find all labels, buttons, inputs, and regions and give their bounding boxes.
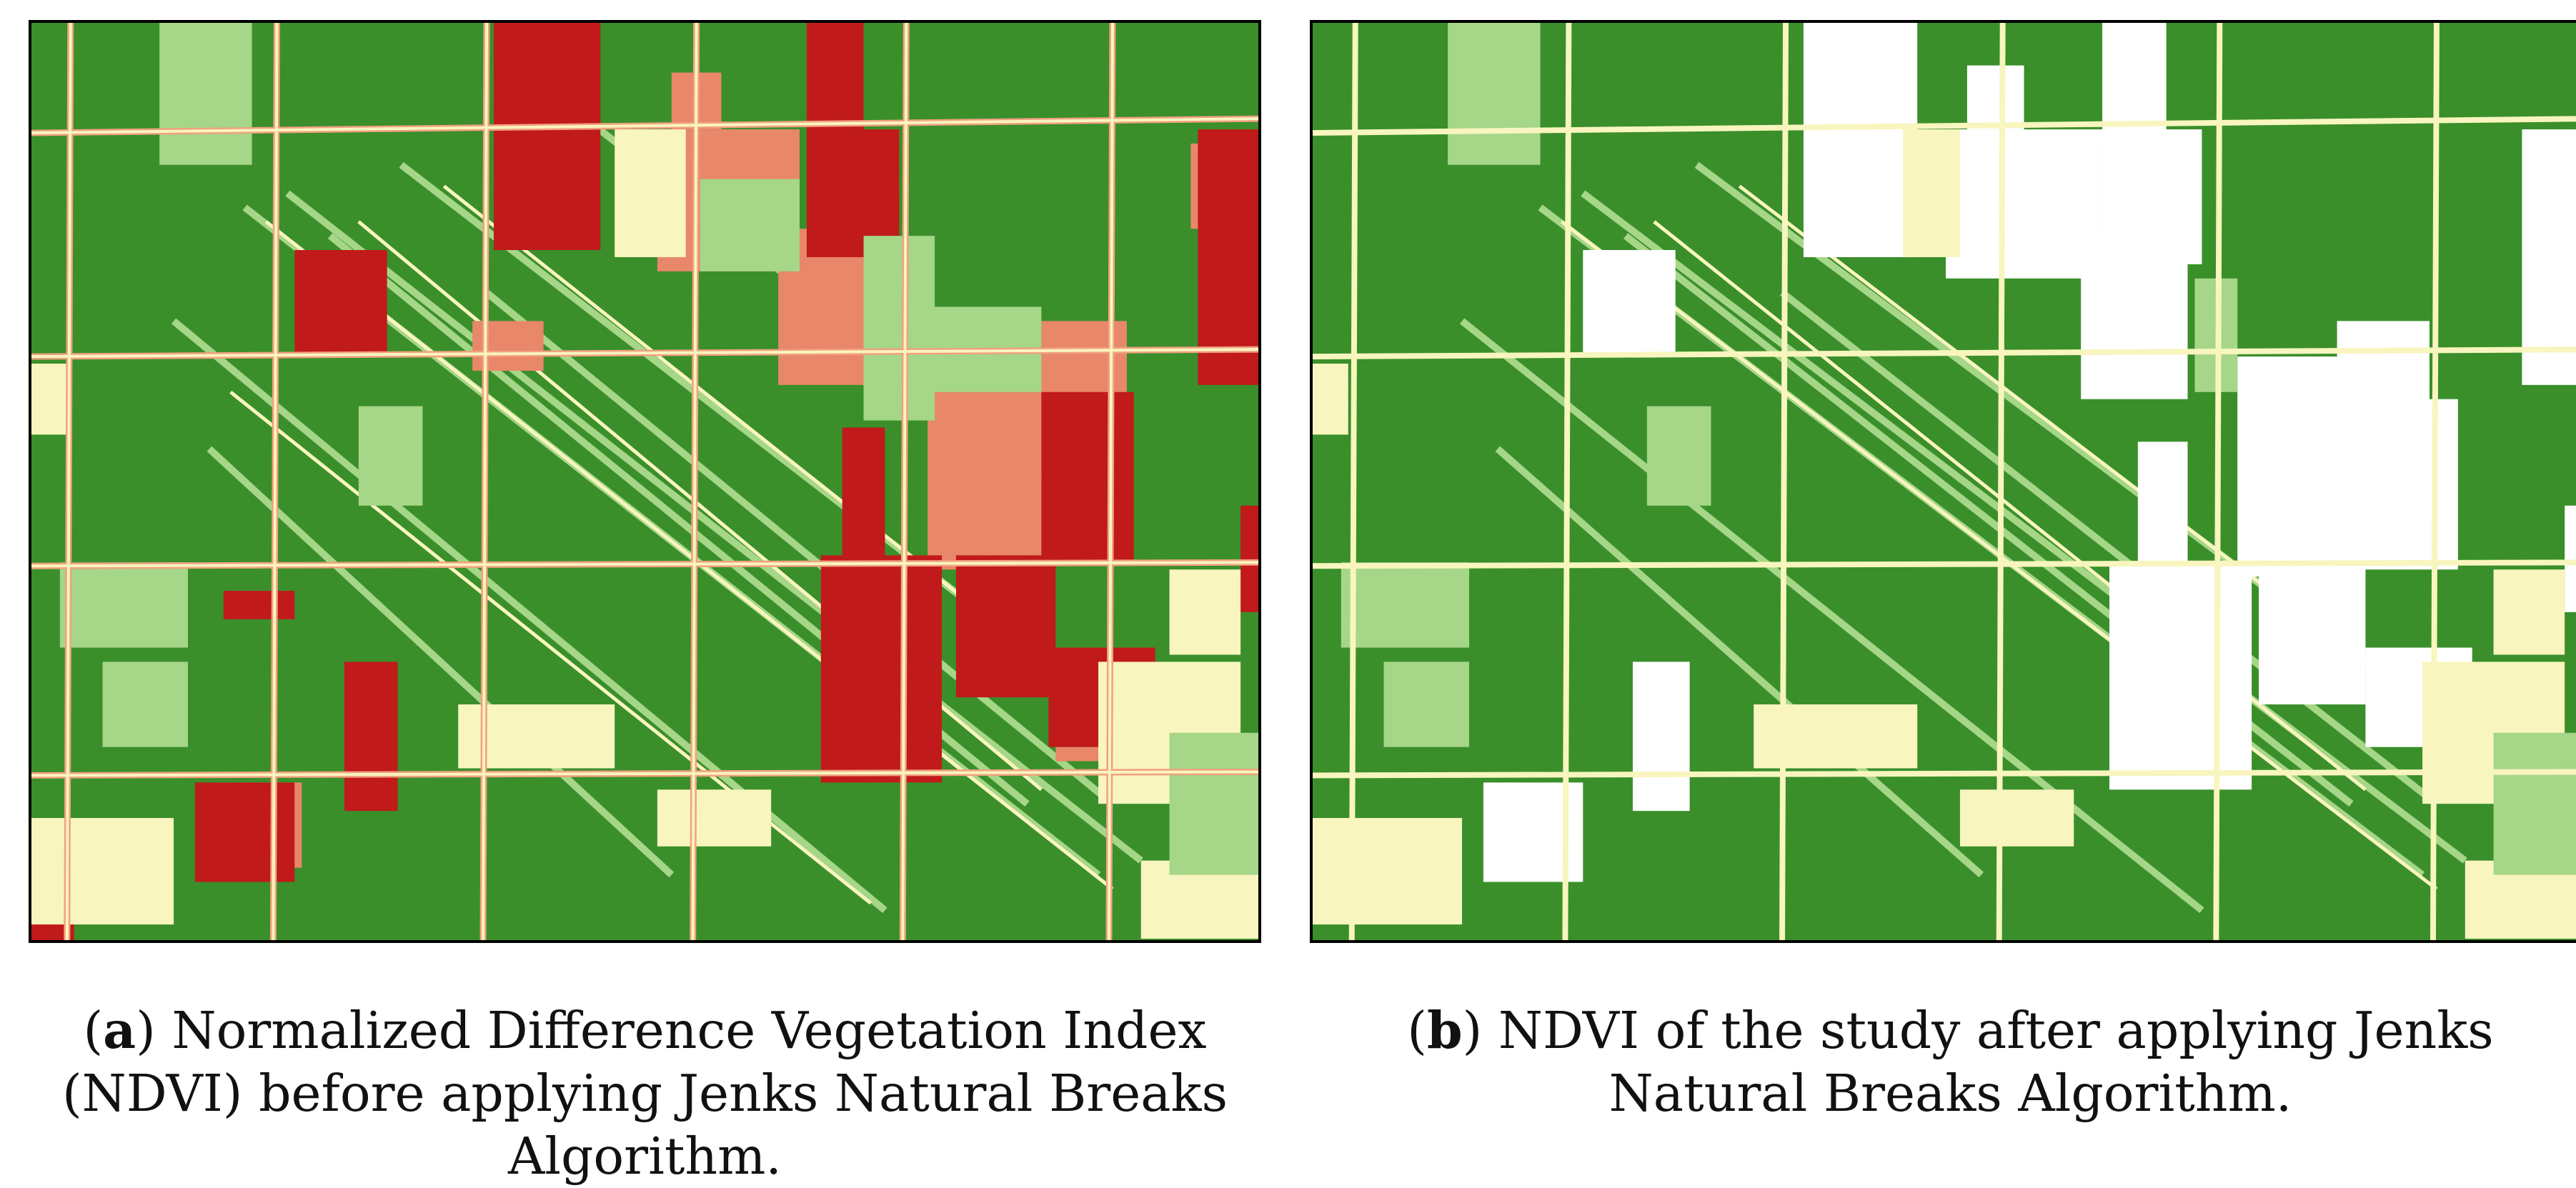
road-grid-inner xyxy=(31,23,1258,940)
panel-b: (b) NDVI of the study after applying Jen… xyxy=(1310,20,2576,1134)
moderate-patches xyxy=(1313,129,2576,939)
caption-a-letter: a xyxy=(103,1000,136,1060)
caption-b-text: NDVI of the study after applying Jenks N… xyxy=(1498,1001,2494,1123)
ndvi-map-before xyxy=(29,20,1261,943)
caption-a-text: Normalized Difference Vegetation Index (… xyxy=(61,1001,1228,1186)
ndvi-map-after-svg xyxy=(1313,23,2576,940)
ndvi-map-after xyxy=(1310,20,2576,943)
masked-patches xyxy=(1483,23,2576,882)
panel-a: (a) Normalized Difference Vegetation Ind… xyxy=(29,20,1261,1186)
ndvi-map-before-svg xyxy=(31,23,1258,940)
caption-a: (a) Normalized Difference Vegetation Ind… xyxy=(61,1000,1228,1186)
caption-b-letter: b xyxy=(1426,1000,1463,1060)
high-patches xyxy=(1341,23,2576,875)
road-grid xyxy=(1313,23,2576,940)
caption-b: (b) NDVI of the study after applying Jen… xyxy=(1407,1000,2494,1123)
high-patches xyxy=(59,23,1258,875)
